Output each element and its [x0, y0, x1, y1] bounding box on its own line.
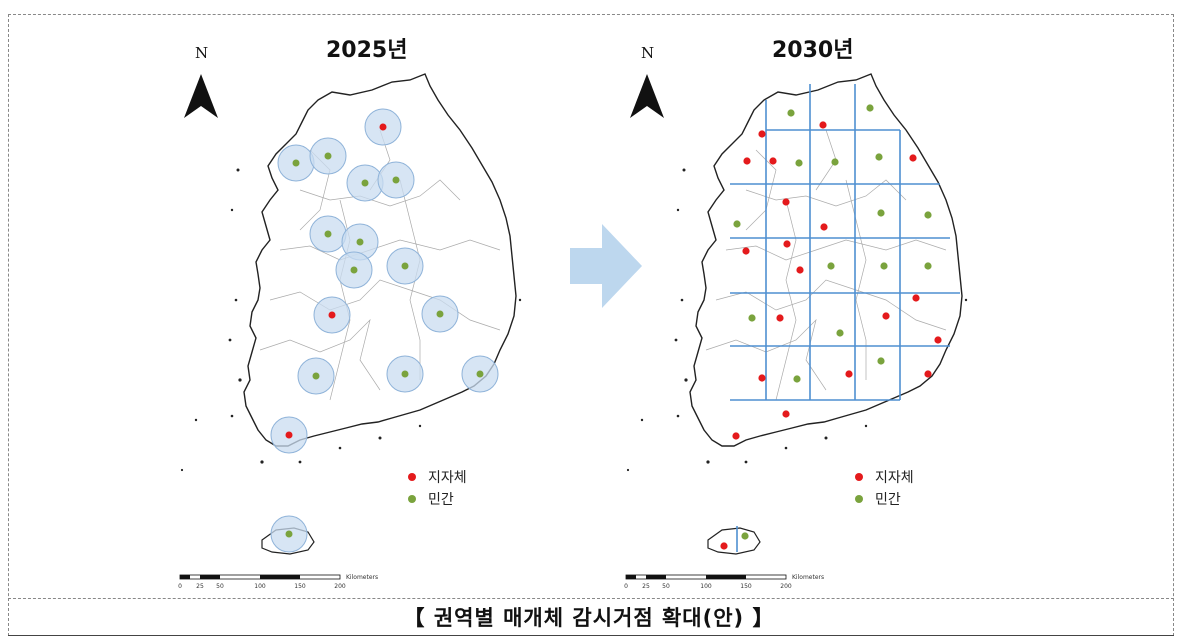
- legend-2025: 지자체 민간: [408, 466, 467, 510]
- legend-item-local-gov: 지자체: [855, 466, 914, 488]
- green-dot-icon: [855, 495, 863, 503]
- scale-tick: 150: [294, 583, 306, 590]
- local-gov-points: [720, 121, 942, 550]
- scale-tick: 25: [642, 583, 650, 590]
- site-buffer: [309, 215, 347, 253]
- site-buffer: [270, 416, 308, 454]
- frame-divider: [8, 598, 1174, 599]
- local-gov-point: [285, 431, 293, 439]
- figure-caption: 【 권역별 매개체 감시거점 확대(안) 】: [403, 606, 775, 630]
- local-gov-point: [328, 311, 336, 319]
- map-2030: [626, 73, 968, 555]
- legend-label: 민간: [428, 492, 454, 508]
- legend-label: 지자체: [428, 470, 467, 486]
- site-buffer: [309, 137, 347, 175]
- frame-bottom-border: [8, 635, 1174, 636]
- scale-tick: 200: [780, 583, 792, 590]
- private-point: [476, 370, 484, 378]
- private-point: [401, 370, 409, 378]
- scale-bar: 0 25 50 100 150 200 Kilometers: [178, 574, 378, 590]
- legend-item-private: 민간: [408, 488, 467, 510]
- maps-canvas: 0 25 50 100 150 200 Kilometers: [178, 73, 968, 590]
- legend-item-private: 민간: [855, 488, 914, 510]
- site-buffer: [421, 295, 459, 333]
- site-buffer: [277, 144, 315, 182]
- private-point: [401, 262, 409, 270]
- map-title-2025: 2025년: [326, 38, 408, 63]
- scale-tick: 100: [254, 583, 266, 590]
- map-title-2030: 2030년: [772, 38, 854, 63]
- scale-unit: Kilometers: [346, 574, 378, 581]
- legend-label: 민간: [875, 492, 901, 508]
- local-gov-point: [379, 123, 387, 131]
- jeju-outline: [707, 527, 761, 555]
- green-dot-icon: [408, 495, 416, 503]
- private-point: [350, 266, 358, 274]
- scale-tick: 0: [178, 583, 182, 590]
- red-dot-icon: [408, 473, 416, 481]
- red-dot-icon: [855, 473, 863, 481]
- private-point: [324, 230, 332, 238]
- legend-label: 지자체: [875, 470, 914, 486]
- site-buffer: [377, 161, 415, 199]
- islands: [626, 168, 968, 472]
- private-point: [436, 310, 444, 318]
- private-point: [324, 152, 332, 160]
- scale-tick: 25: [196, 583, 204, 590]
- scale-tick: 50: [216, 583, 224, 590]
- frame-left-border: [8, 14, 9, 636]
- scale-tick: 200: [334, 583, 346, 590]
- legend-item-local-gov: 지자체: [408, 466, 467, 488]
- private-point: [292, 159, 300, 167]
- private-point: [361, 179, 369, 187]
- site-buffer: [346, 164, 384, 202]
- scale-tick: 150: [740, 583, 752, 590]
- private-points: [733, 104, 932, 540]
- north-label: N: [641, 44, 655, 62]
- scale-tick: 0: [624, 583, 628, 590]
- province-boundaries: [705, 129, 947, 401]
- private-point: [392, 176, 400, 184]
- site-buffer: [386, 355, 424, 393]
- map-2025: 0 25 50 100 150 200 Kilometers: [178, 73, 522, 590]
- sites-2030: [720, 104, 942, 550]
- private-point: [356, 238, 364, 246]
- site-buffer: [386, 247, 424, 285]
- transition-arrow-icon: [570, 224, 642, 308]
- site-buffer: [461, 355, 499, 393]
- private-point: [312, 372, 320, 380]
- frame-top-border: [8, 14, 1174, 15]
- north-arrow-icon: [184, 74, 218, 118]
- sites-2025: [270, 108, 499, 553]
- site-buffer: [297, 357, 335, 395]
- site-buffer: [313, 296, 351, 334]
- scale-unit: Kilometers: [792, 574, 824, 581]
- site-buffer: [364, 108, 402, 146]
- private-point: [285, 530, 293, 538]
- site-buffer: [335, 251, 373, 289]
- north-label: N: [195, 44, 209, 62]
- north-arrow-icon: [630, 74, 664, 118]
- monitoring-grid: [730, 84, 960, 552]
- frame-right-border: [1173, 14, 1174, 636]
- legend-2030: 지자체 민간: [855, 466, 914, 510]
- islands: [180, 168, 522, 472]
- site-buffer: [341, 223, 379, 261]
- scale-tick: 100: [700, 583, 712, 590]
- scale-bar: 0 25 50 100 150 200 Kilometers: [624, 574, 824, 590]
- scale-tick: 50: [662, 583, 670, 590]
- site-buffer: [270, 515, 308, 553]
